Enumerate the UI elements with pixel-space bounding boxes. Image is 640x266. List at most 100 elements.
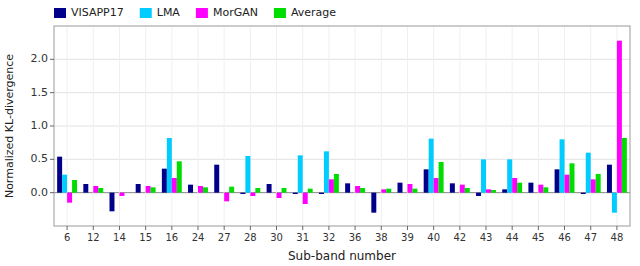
x-tick <box>224 226 225 230</box>
plot-frame <box>54 26 630 226</box>
y-tick-label: 1.0 <box>31 119 49 132</box>
bar <box>350 192 355 193</box>
bar <box>83 184 88 193</box>
bar <box>255 188 260 193</box>
grid-line-x <box>564 26 565 226</box>
bar <box>193 192 198 193</box>
grid-line-x <box>512 26 513 226</box>
bar <box>612 193 617 213</box>
grid-line-y <box>54 126 630 127</box>
x-tick-label: 30 <box>270 232 283 243</box>
x-tick-label: 47 <box>584 232 597 243</box>
bar <box>324 151 329 192</box>
bar <box>617 41 622 193</box>
bar <box>543 187 548 192</box>
bar <box>412 189 417 193</box>
x-tick <box>459 226 460 230</box>
bar <box>277 193 282 198</box>
y-tick-label: 0.5 <box>31 152 49 165</box>
bar <box>465 188 470 193</box>
bar-series <box>67 41 622 204</box>
x-tick <box>198 226 199 230</box>
bar-series <box>62 138 617 213</box>
bar <box>371 193 376 213</box>
grid-line-x <box>328 26 329 226</box>
x-tick-label: 38 <box>375 232 388 243</box>
bar-series <box>57 157 612 213</box>
bar <box>136 184 141 193</box>
x-tick-label: 36 <box>349 232 362 243</box>
bar <box>110 193 115 212</box>
bar <box>151 187 156 192</box>
bar <box>214 165 219 193</box>
bar <box>581 193 586 194</box>
bar <box>172 178 177 193</box>
x-tick-label: 14 <box>113 232 126 243</box>
bar <box>177 161 182 192</box>
bar <box>460 185 465 193</box>
grid-line-x <box>538 26 539 226</box>
x-tick <box>355 226 356 230</box>
x-tick-label: 44 <box>506 232 519 243</box>
bar <box>355 186 360 193</box>
bar <box>298 155 303 192</box>
x-tick-label: 15 <box>139 232 152 243</box>
bar <box>538 185 543 193</box>
bar <box>146 186 151 193</box>
bar <box>381 189 386 192</box>
bar-series <box>72 138 627 193</box>
bar <box>188 185 193 193</box>
x-tick <box>250 226 251 230</box>
legend-label: VISAPP17 <box>71 6 124 19</box>
bar <box>491 190 496 193</box>
bar <box>402 192 407 193</box>
bar <box>434 178 439 193</box>
bar <box>376 192 381 193</box>
bar <box>141 192 146 193</box>
bar <box>455 192 460 193</box>
bars <box>57 41 627 213</box>
grid-line-x <box>459 26 460 226</box>
grid-line-y <box>54 92 630 93</box>
y-axis-label: Normalized KL-divergence <box>3 54 16 198</box>
page-body: {"chart_data": { "type": "bar", "xlabel"… <box>0 0 640 266</box>
x-tick <box>302 226 303 230</box>
bar <box>596 174 601 193</box>
y-tick <box>50 59 54 60</box>
bar <box>240 193 245 194</box>
bar <box>591 179 596 192</box>
bar <box>450 183 455 192</box>
x-tick <box>145 226 146 230</box>
bar <box>533 192 538 193</box>
y-tick <box>50 159 54 160</box>
bar <box>481 159 486 192</box>
x-tick <box>407 226 408 230</box>
y-tick <box>50 192 54 193</box>
x-tick-label: 40 <box>427 232 440 243</box>
bar <box>167 138 172 193</box>
bar <box>319 193 324 194</box>
x-tick <box>381 226 382 230</box>
x-tick <box>276 226 277 230</box>
bar <box>565 175 570 193</box>
bar <box>528 183 533 193</box>
grid-line-x <box>433 26 434 226</box>
y-tick <box>50 126 54 127</box>
bar <box>267 184 272 193</box>
grid-line-x <box>486 26 487 226</box>
x-tick-label: 12 <box>87 232 100 243</box>
bar <box>303 193 308 204</box>
grid-line-x <box>355 26 356 226</box>
bar <box>224 193 229 202</box>
x-tick-label: 27 <box>218 232 231 243</box>
y-tick-label: 1.5 <box>31 86 49 99</box>
grid-line-x <box>93 26 94 226</box>
bar <box>476 193 481 196</box>
bar <box>114 192 119 193</box>
x-tick-label: 32 <box>323 232 336 243</box>
bar <box>119 193 124 196</box>
bar <box>424 169 429 192</box>
grid-line-x <box>145 26 146 226</box>
bar <box>72 180 77 193</box>
x-tick-label: 31 <box>296 232 309 243</box>
